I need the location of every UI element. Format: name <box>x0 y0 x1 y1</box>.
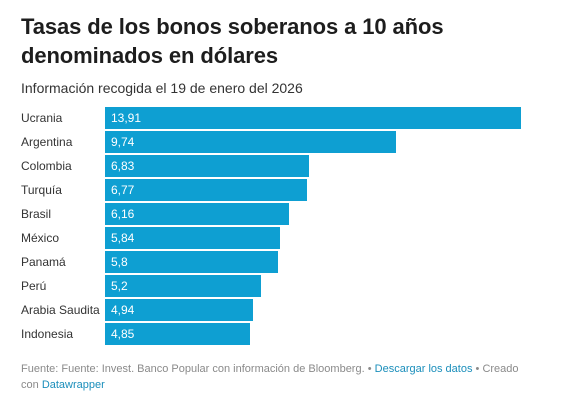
bar-row: Indonesia 4,85 <box>21 323 551 347</box>
category-label: Indonesia <box>21 327 74 341</box>
bar-track: 13,91 <box>105 107 521 129</box>
category-label: Turquía <box>21 183 62 197</box>
bar-chart: Ucrania 13,91 Argentina 9,74 Colombia 6,83 Tur… <box>21 107 551 347</box>
chart-subtitle: Información recogida el 19 de enero del … <box>21 80 303 96</box>
bar-value-label: 5,8 <box>111 255 128 269</box>
bar-track: 6,77 <box>105 179 521 201</box>
footer-separator: • <box>367 363 372 375</box>
bar-row: Colombia 6,83 <box>21 155 551 179</box>
bar-track: 6,83 <box>105 155 521 177</box>
bar-track: 6,16 <box>105 203 521 225</box>
bar <box>105 323 251 345</box>
category-label: Ucrania <box>21 111 63 125</box>
bar <box>105 275 261 297</box>
bar-value-label: 6,77 <box>111 183 135 197</box>
bar-value-label: 6,16 <box>111 207 135 221</box>
bar-row: Argentina 9,74 <box>21 131 551 155</box>
bar-track: 4,94 <box>105 299 521 321</box>
bar-row: México 5,84 <box>21 227 551 251</box>
bar-track: 5,84 <box>105 227 521 249</box>
category-label: Argentina <box>21 135 73 149</box>
bar-row: Panamá 5,8 <box>21 251 551 275</box>
category-label: Perú <box>21 279 47 293</box>
bar-value-label: 5,2 <box>111 279 128 293</box>
bar-track: 4,85 <box>105 323 521 345</box>
category-label: México <box>21 231 60 245</box>
bar <box>105 251 279 273</box>
bar <box>105 179 308 201</box>
bar <box>105 107 521 129</box>
category-label: Colombia <box>21 159 72 173</box>
bar <box>105 155 310 177</box>
category-label: Panamá <box>21 255 66 269</box>
category-label: Brasil <box>21 207 52 221</box>
bar-value-label: 4,94 <box>111 303 135 317</box>
bar-row: Ucrania 13,91 <box>21 107 551 131</box>
bar-value-label: 9,74 <box>111 135 135 149</box>
footer-credit-prefix: • Creado con <box>21 363 519 391</box>
bar-value-label: 13,91 <box>111 111 142 125</box>
category-label: Arabia Saudita <box>21 303 100 317</box>
bar <box>105 131 397 153</box>
bar-row: Brasil 6,16 <box>21 203 551 227</box>
chart-container: Tasas de los bonos soberanos a 10 años d… <box>21 12 551 345</box>
bar-track: 9,74 <box>105 131 521 153</box>
bar-row: Perú 5,2 <box>21 275 551 299</box>
bar <box>105 227 280 249</box>
chart-title: Tasas de los bonos soberanos a 10 años d… <box>21 14 444 68</box>
chart-footer: Fuente: Fuente: Invest. Banco Popular co… <box>21 362 531 393</box>
bar <box>105 203 290 225</box>
bar-row: Arabia Saudita 4,94 <box>21 299 551 323</box>
datawrapper-link[interactable]: Datawrapper <box>41 378 105 391</box>
source-note: Fuente: Fuente: Invest. Banco Popular co… <box>21 363 365 375</box>
bar-value-label: 4,85 <box>111 327 135 341</box>
bar-row: Turquía 6,77 <box>21 179 551 203</box>
download-data-link[interactable]: Descargar los datos <box>374 363 473 375</box>
bar-track: 5,2 <box>105 275 521 297</box>
bar-value-label: 6,83 <box>111 159 135 173</box>
bar-track: 5,8 <box>105 251 521 273</box>
bar <box>105 299 253 321</box>
bar-value-label: 5,84 <box>111 231 135 245</box>
